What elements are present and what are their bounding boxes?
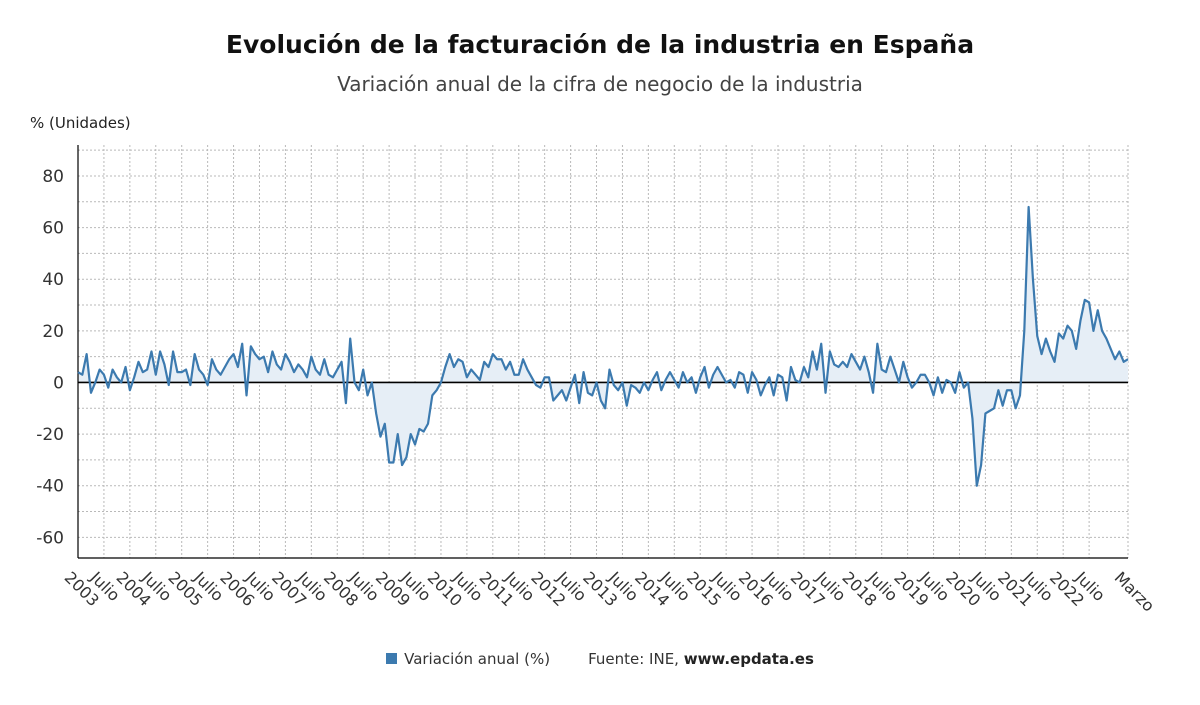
chart-title: Evolución de la facturación de la indust… [225,30,975,59]
series-line [77,205,1129,487]
y-axis-label: % (Unidades) [30,114,131,132]
y-tick-label: -20 [36,425,64,445]
y-tick-label: 40 [42,270,64,290]
x-tick-label: Marzo [1111,568,1159,616]
y-tick-label: -60 [36,528,64,548]
source-site: www.epdata.es [683,650,814,668]
source-note: Fuente: INE, www.epdata.es [588,650,814,668]
y-tick-label: 80 [42,167,64,187]
source-prefix: Fuente: INE, [588,650,684,668]
y-tick-label: 0 [53,373,64,393]
chart-subtitle: Variación anual de la cifra de negocio d… [337,72,863,96]
y-tick-label: 20 [42,322,64,342]
series-area [78,206,1128,486]
legend-series-label: Variación anual (%) [404,650,551,668]
legend: Variación anual (%) Fuente: INE, www.epda… [0,650,1200,668]
legend-swatch [386,653,398,664]
y-tick-label: 60 [42,219,64,239]
y-tick-label: -40 [36,477,64,497]
